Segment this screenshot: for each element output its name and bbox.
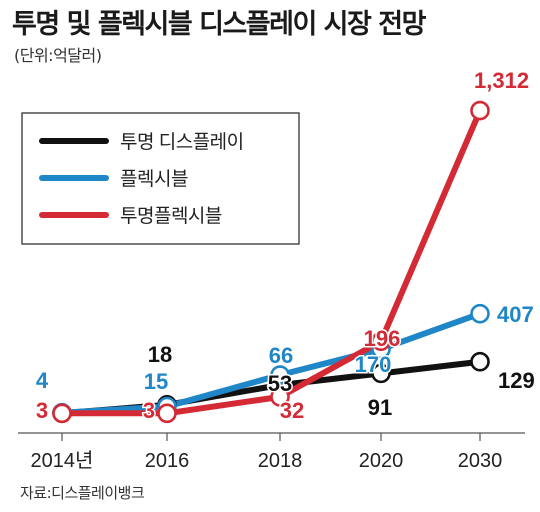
data-label: 1,312 <box>474 68 529 93</box>
unit-label: (단위:억달러) <box>14 46 102 65</box>
data-label: 3 <box>36 398 48 423</box>
data-point <box>470 100 490 121</box>
x-tick-marks <box>61 433 481 441</box>
data-label: 129 <box>498 368 535 393</box>
chart-title: 투명 및 플렉시블 디스플레이 시장 전망 <box>12 9 426 40</box>
x-tick-label: 2018 <box>258 450 303 472</box>
legend-label: 투명플렉시블 <box>120 205 222 227</box>
data-label: 53 <box>268 371 292 396</box>
data-point <box>270 365 290 385</box>
legend-label: 플렉시블 <box>120 168 188 190</box>
x-tick-label: 2020 <box>359 450 404 472</box>
series-points <box>52 100 490 424</box>
data-point <box>52 403 72 424</box>
data-point <box>157 403 177 424</box>
x-tick-labels: 2014년 2016 2018 2020 2030 <box>31 449 503 472</box>
data-label: 196 <box>364 326 401 351</box>
x-tick-label: 2030 <box>458 450 503 472</box>
data-point <box>470 351 490 372</box>
x-tick-label: 2014년 <box>31 449 94 472</box>
data-label: 91 <box>368 395 392 420</box>
data-point <box>371 331 391 352</box>
data-label: 3 <box>36 398 48 423</box>
source-note: 자료:디스플레이뱅크 <box>20 484 145 502</box>
x-tick-label: 2016 <box>145 450 190 472</box>
data-label: 407 <box>497 302 534 327</box>
data-label: 18 <box>148 342 172 367</box>
data-point <box>470 303 490 324</box>
data-label: 15 <box>144 369 168 394</box>
data-point <box>270 387 290 407</box>
data-label: 4 <box>36 368 49 393</box>
data-label: 3 <box>143 398 155 423</box>
legend-label: 투명 디스플레이 <box>120 131 244 153</box>
data-point <box>371 363 391 384</box>
data-label: 32 <box>280 398 304 423</box>
data-label: 170 <box>355 352 392 377</box>
data-label: 66 <box>269 343 293 368</box>
